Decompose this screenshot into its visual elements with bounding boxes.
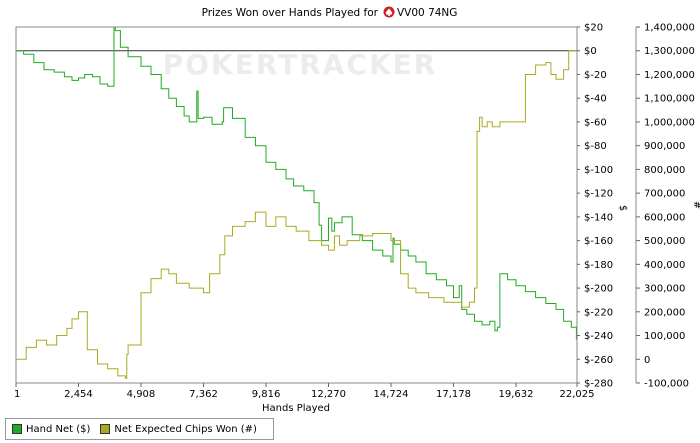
x-tick-label: 4,908 — [127, 389, 156, 400]
watermark: POKERTRACKER — [163, 48, 438, 81]
y-left-tick-label: $-260 — [584, 355, 613, 366]
y-left-tick-label: $20 — [584, 23, 603, 34]
chart-title-prefix: Prizes Won over Hands Played for — [202, 7, 379, 19]
y-left-tick-label: $-60 — [584, 117, 607, 128]
legend-item-expected-chips[interactable]: Net Expected Chips Won (#) — [100, 424, 257, 435]
y-left-tick-label: $-100 — [584, 165, 613, 176]
y-right-tick-label: 1,000,000 — [644, 117, 695, 128]
chart-title: Prizes Won over Hands Played for VV00 74… — [202, 6, 457, 19]
legend-swatch-hand-net — [12, 424, 22, 434]
x-tick-label: 19,632 — [499, 389, 534, 400]
y-left-tick-label: $-180 — [584, 260, 613, 271]
x-tick-label: 7,362 — [189, 389, 218, 400]
y-left-tick-label: $-40 — [584, 94, 607, 105]
y-left-tick-label: $0 — [584, 46, 597, 57]
y-right-tick-label: 1,400,000 — [644, 23, 695, 34]
y-left-tick-label: $-200 — [584, 284, 613, 295]
y-right-axis-label: # — [691, 201, 700, 209]
y-right-tick-label: 800,000 — [644, 165, 685, 176]
y-left-tick-label: $-80 — [584, 141, 607, 152]
x-tick-label: 14,724 — [374, 389, 409, 400]
x-tick-label: 17,178 — [436, 389, 471, 400]
y-left-tick-label: $-140 — [584, 212, 613, 223]
y-right-tick-label: 400,000 — [644, 260, 685, 271]
x-tick-label: 22,025 — [560, 389, 595, 400]
x-axis-label: Hands Played — [262, 403, 330, 414]
legend-item-hand-net[interactable]: Hand Net ($) — [12, 424, 90, 435]
y-right-tick-label: 300,000 — [644, 284, 685, 295]
y-right-tick-label: 0 — [644, 355, 650, 366]
spade-icon — [383, 6, 395, 18]
y-right-tick-label: -100,000 — [644, 379, 689, 390]
series-line-expected-chips — [16, 50, 577, 379]
y-left-tick-label: $-240 — [584, 331, 613, 342]
x-tick-label: 1 — [14, 389, 20, 400]
y-right-tick-label: 600,000 — [644, 212, 685, 223]
y-right-tick-label: 1,200,000 — [644, 70, 695, 81]
legend: Hand Net ($) Net Expected Chips Won (#) — [5, 418, 274, 440]
x-tick-label: 2,454 — [64, 389, 93, 400]
y-right-tick-label: 1,100,000 — [644, 94, 695, 105]
y-right-tick-label: 700,000 — [644, 189, 685, 200]
y-right-tick-label: 200,000 — [644, 307, 685, 318]
y-left-tick-label: $-120 — [584, 189, 613, 200]
y-left-tick-label: $-220 — [584, 307, 613, 318]
y-left-tick-label: $-20 — [584, 70, 607, 81]
y-right-tick-label: 1,300,000 — [644, 46, 695, 57]
legend-label-hand-net: Hand Net ($) — [26, 423, 91, 435]
y-right-tick-label: 900,000 — [644, 141, 685, 152]
x-tick-label: 9,816 — [252, 389, 281, 400]
y-left-axis-label: $ — [617, 205, 628, 211]
y-left-tick-label: $-160 — [584, 236, 613, 247]
y-right-tick-label: 500,000 — [644, 236, 685, 247]
x-tick-label: 12,270 — [311, 389, 346, 400]
y-left-tick-label: $-280 — [584, 379, 613, 390]
legend-label-expected-chips: Net Expected Chips Won (#) — [114, 423, 257, 435]
y-right-tick-label: 100,000 — [644, 331, 685, 342]
plot-border — [15, 26, 578, 384]
player-name: VV00 74NG — [397, 7, 457, 19]
legend-swatch-expected-chips — [100, 424, 111, 434]
